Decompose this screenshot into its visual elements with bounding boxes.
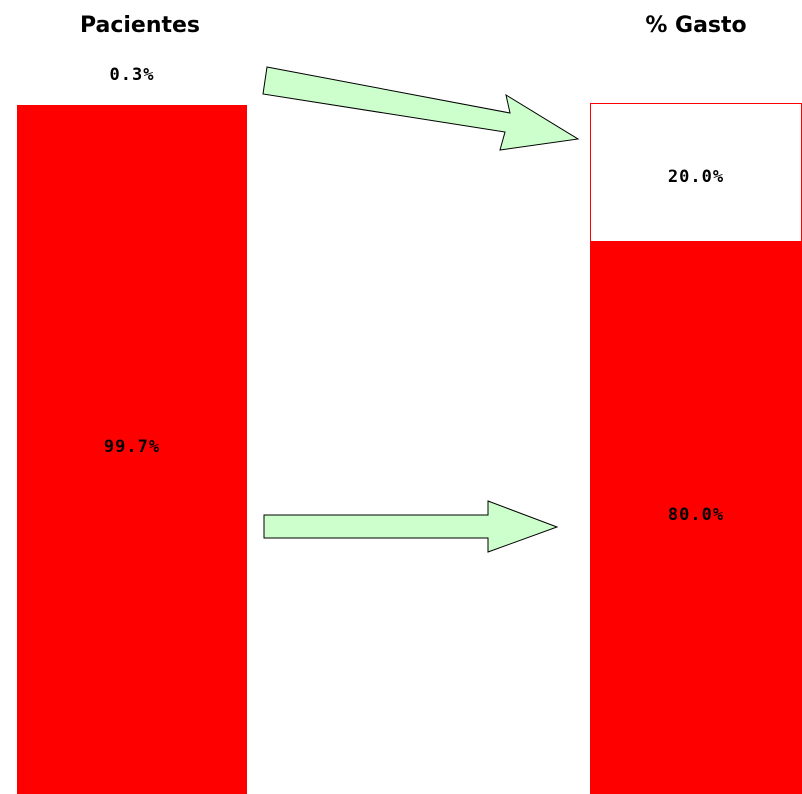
arrow-top-icon	[262, 66, 580, 151]
bar-segment-minor: 20.0%	[590, 103, 802, 242]
data-label-minor: 0.3%	[109, 65, 155, 85]
data-label-minor: 20.0%	[667, 167, 725, 188]
bar-segment-major: 99.7%	[17, 105, 247, 794]
bar-segment-major: 80.0%	[590, 241, 802, 794]
data-label-major: 99.7%	[103, 436, 161, 457]
category-title-pacientes: Pacientes	[79, 13, 201, 38]
arrow-bottom-icon	[263, 500, 559, 553]
category-title-gasto: % Gasto	[645, 13, 747, 38]
data-label-major: 80.0%	[667, 504, 725, 525]
bar-segment-minor	[17, 103, 247, 106]
